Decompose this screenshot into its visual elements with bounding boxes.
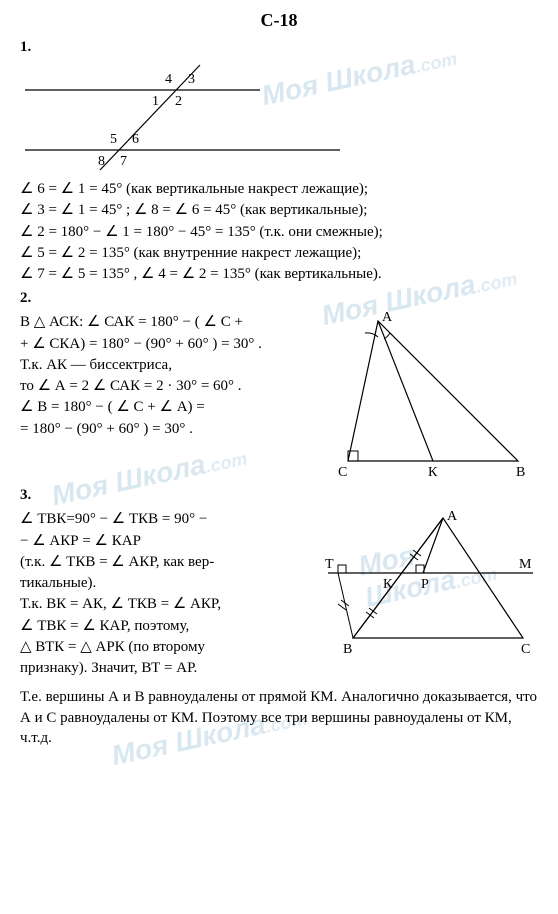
p2-line: то ∠ А = 2 ∠ САК = 2 · 30° = 60° .: [20, 376, 328, 396]
page-title: С-18: [20, 10, 538, 31]
svg-text:Р: Р: [421, 577, 429, 592]
svg-text:В: В: [516, 465, 525, 480]
p3-line: △ ВТК = △ АРК (по второму: [20, 637, 313, 657]
svg-text:Т: Т: [325, 557, 334, 572]
svg-text:К: К: [428, 465, 438, 480]
svg-text:2: 2: [175, 94, 182, 109]
p3-line: тикальные).: [20, 573, 313, 593]
svg-text:С: С: [338, 465, 347, 480]
p3-line: (т.к. ∠ ТКВ = ∠ АКР, как вер-: [20, 552, 313, 572]
p1-line: ∠ 3 = ∠ 1 = 45° ; ∠ 8 = ∠ 6 = 45° (как в…: [20, 200, 538, 220]
svg-text:1: 1: [152, 94, 159, 109]
p1-line: ∠ 5 = ∠ 2 = 135° (как внутренние накрест…: [20, 243, 538, 263]
svg-text:5: 5: [110, 132, 117, 147]
p1-line: ∠ 7 = ∠ 5 = 135° , ∠ 4 = ∠ 2 = 135° (как…: [20, 264, 538, 284]
p2-line: В △ АСК: ∠ САК = 180° − ( ∠ С +: [20, 312, 328, 332]
svg-text:В: В: [343, 642, 352, 657]
p2-line: + ∠ СКА) = 180° − (90° + 60° ) = 30° .: [20, 334, 328, 354]
p3-line: признаку). Значит, ВТ = АР.: [20, 658, 313, 678]
p3-footer: Т.е. вершины А и В равноудалены от прямо…: [20, 687, 538, 748]
p3-line: Т.к. ВК = АК, ∠ ТКВ = ∠ АКР,: [20, 594, 313, 614]
svg-text:М: М: [519, 557, 532, 572]
p1-line: ∠ 2 = 180° − ∠ 1 = 180° − 45° = 135° (т.…: [20, 222, 538, 242]
svg-text:8: 8: [98, 154, 105, 169]
p3-line: − ∠ АКР = ∠ КАР: [20, 531, 313, 551]
svg-text:3: 3: [188, 72, 195, 87]
svg-text:С: С: [521, 642, 530, 657]
problem3-number: 3.: [20, 487, 538, 504]
svg-text:А: А: [382, 311, 393, 325]
svg-text:4: 4: [165, 72, 172, 87]
p1-line: ∠ 6 = ∠ 1 = 45° (как вертикальные накрес…: [20, 179, 538, 199]
p3-line: ∠ ТВК = ∠ КАР, поэтому,: [20, 616, 313, 636]
p2-line: Т.к. АК — биссектриса,: [20, 355, 328, 375]
p3-line: ∠ ТВК=90° − ∠ ТКВ = 90° −: [20, 509, 313, 529]
problem3-figure: А В С Т М К Р: [323, 508, 538, 658]
svg-text:К: К: [383, 577, 393, 592]
problem2-figure: А С К В: [338, 311, 538, 481]
svg-text:7: 7: [120, 154, 127, 169]
svg-text:А: А: [447, 509, 458, 524]
problem2-number: 2.: [20, 290, 538, 307]
problem1-diagram: 4 3 1 2 5 6 8 7: [20, 60, 350, 178]
svg-text:6: 6: [132, 132, 139, 147]
p2-line: = 180° − (90° + 60° ) = 30° .: [20, 419, 328, 439]
p2-line: ∠ В = 180° − ( ∠ С + ∠ А) =: [20, 397, 328, 417]
problem1-number: 1.: [20, 39, 538, 56]
